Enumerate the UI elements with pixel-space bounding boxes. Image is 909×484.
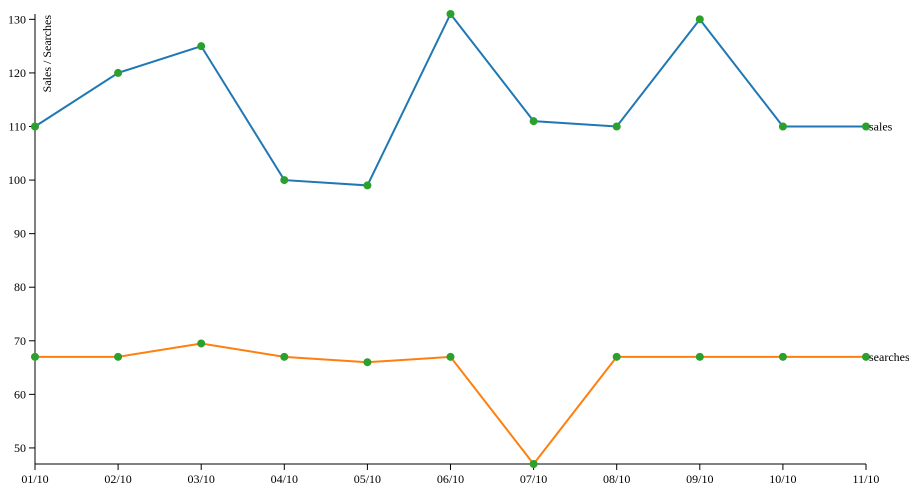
point	[446, 352, 455, 361]
point	[114, 352, 123, 361]
point	[529, 117, 538, 126]
y-tick-label: 70	[14, 334, 26, 348]
y-tick-label: 80	[14, 280, 26, 294]
point	[280, 352, 289, 361]
point	[695, 352, 704, 361]
point	[529, 460, 538, 468]
point	[695, 15, 704, 24]
y-tick-label: 60	[14, 387, 26, 401]
x-tick-label: 11/10	[853, 472, 880, 484]
point	[197, 42, 206, 51]
point	[31, 122, 39, 131]
point	[612, 352, 621, 361]
point	[778, 352, 787, 361]
point	[363, 181, 372, 190]
x-tick-label: 07/10	[520, 472, 547, 484]
y-tick-label: 100	[8, 173, 26, 187]
y-tick-label: 130	[8, 12, 26, 26]
y-tick-label: 110	[8, 120, 26, 134]
x-tick-label: 09/10	[686, 472, 713, 484]
legend-label: sales	[869, 120, 893, 134]
point	[862, 122, 870, 131]
x-tick-label: 03/10	[188, 472, 215, 484]
y-axis-label: Sales / Searches	[40, 15, 54, 93]
x-tick-label: 10/10	[769, 472, 796, 484]
x-tick-label: 04/10	[271, 472, 298, 484]
point	[778, 122, 787, 131]
x-tick-label: 02/10	[104, 472, 131, 484]
x-tick-label: 05/10	[354, 472, 381, 484]
point	[31, 352, 39, 361]
point	[612, 122, 621, 131]
point	[446, 10, 455, 18]
point	[114, 68, 123, 77]
point	[280, 176, 289, 185]
y-tick-label: 90	[14, 227, 26, 241]
point	[363, 358, 372, 367]
legend-label: searches	[869, 350, 909, 364]
point	[862, 352, 870, 361]
y-tick-label: 50	[14, 441, 26, 455]
y-tick-label: 120	[8, 66, 26, 80]
x-tick-label: 08/10	[603, 472, 630, 484]
x-tick-label: 06/10	[437, 472, 464, 484]
series-line	[34, 12, 866, 187]
point	[197, 339, 206, 348]
series-line	[35, 342, 866, 466]
x-tick-label: 01/10	[21, 472, 48, 484]
